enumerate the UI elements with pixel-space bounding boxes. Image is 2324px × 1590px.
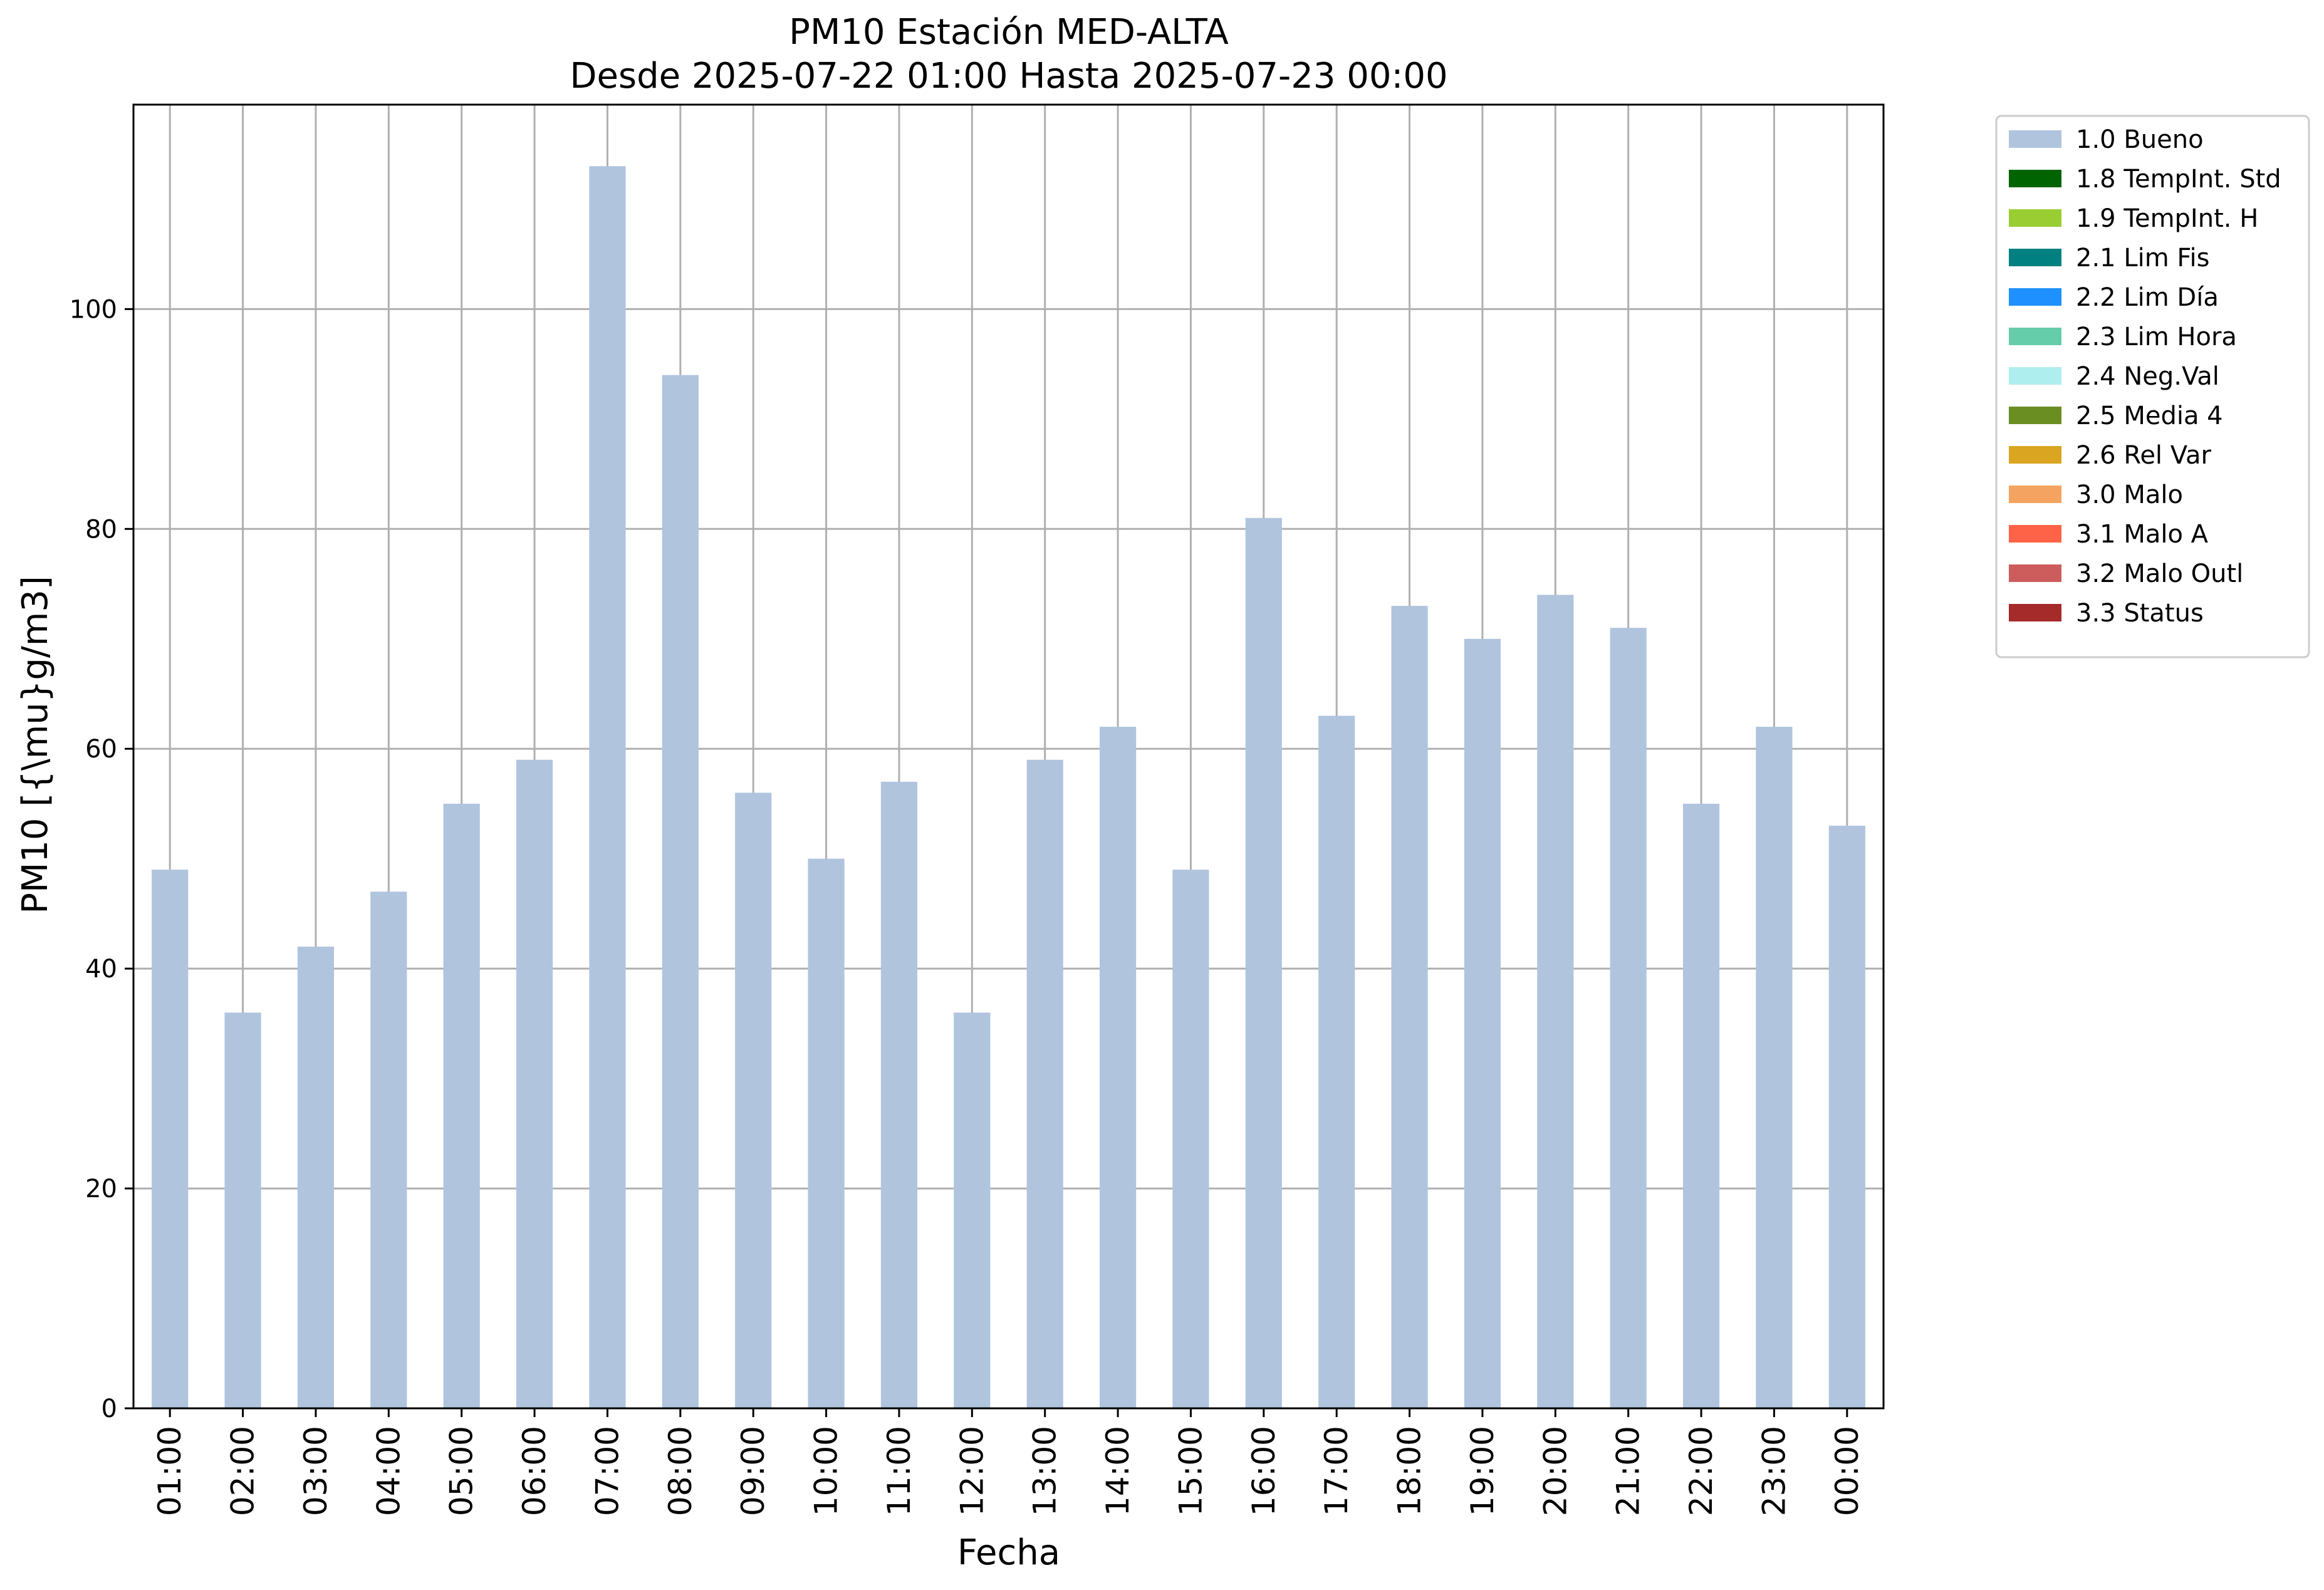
- bar: [1245, 517, 1282, 1408]
- legend-swatch: [2009, 328, 2061, 345]
- legend-swatch: [2009, 288, 2061, 306]
- legend-swatch: [2009, 249, 2061, 266]
- x-tick-label: 06:00: [516, 1426, 553, 1516]
- y-axis-label: PM10 [{\mu}g/m3]: [15, 576, 56, 914]
- x-tick-label: 19:00: [1464, 1426, 1501, 1516]
- legend-swatch: [2009, 604, 2061, 621]
- bar: [1318, 715, 1355, 1408]
- x-tick-label: 07:00: [589, 1426, 625, 1516]
- chart-title: PM10 Estación MED-ALTA: [789, 12, 1229, 53]
- bar: [297, 947, 335, 1408]
- x-tick-label: 16:00: [1246, 1426, 1282, 1516]
- bar: [1537, 595, 1574, 1408]
- x-tick-label: 04:00: [370, 1426, 407, 1516]
- bars: [152, 166, 1865, 1408]
- legend-label: 3.0 Malo: [2076, 481, 2183, 509]
- bar: [370, 891, 407, 1408]
- legend-label: 2.1 Lim Fis: [2076, 244, 2209, 273]
- bar: [808, 858, 845, 1408]
- legend-swatch: [2009, 564, 2061, 582]
- plot-frame: [132, 103, 1885, 1410]
- bar: [1099, 727, 1137, 1408]
- x-tick-label: 05:00: [444, 1426, 480, 1516]
- legend-swatch: [2009, 367, 2061, 385]
- bar: [1682, 803, 1720, 1408]
- x-tick-label: 20:00: [1537, 1426, 1573, 1516]
- x-ticks: 01:00 02:00 03:00 04:00 05:00 06:00 07:00 08:00…: [152, 1408, 1865, 1516]
- legend-label: 2.6 Rel Var: [2076, 441, 2212, 470]
- legend-label: 2.2 Lim Día: [2076, 283, 2219, 312]
- x-tick-label: 11:00: [881, 1426, 917, 1516]
- bar: [1828, 826, 1865, 1408]
- legend-swatch: [2009, 130, 2061, 148]
- x-tick-label: 23:00: [1756, 1426, 1792, 1516]
- legend-swatch: [2009, 446, 2061, 464]
- legend-label: 3.2 Malo Outl: [2076, 559, 2243, 588]
- y-ticks: 0 20 40 60 80 100: [70, 295, 133, 1423]
- legend-label: 2.5 Media 4: [2076, 402, 2223, 430]
- y-tick-label: 20: [85, 1175, 117, 1203]
- x-tick-label: 09:00: [735, 1426, 771, 1516]
- bar: [735, 792, 772, 1408]
- x-tick-label: 13:00: [1027, 1426, 1063, 1516]
- legend-swatch: [2009, 170, 2061, 187]
- legend: 1.0 Bueno 1.8 TempInt. Std 1.9 TempInt. H 2…: [1995, 115, 2310, 658]
- y-tick-label: 40: [85, 955, 117, 984]
- legend-swatch: [2009, 407, 2061, 424]
- x-tick-label: 22:00: [1683, 1426, 1719, 1516]
- x-tick-label: 03:00: [298, 1426, 334, 1516]
- legend-label: 1.9 TempInt. H: [2076, 204, 2258, 233]
- x-tick-label: 12:00: [954, 1426, 990, 1516]
- legend-label: 1.8 TempInt. Std: [2076, 165, 2281, 194]
- x-tick-label: 01:00: [152, 1426, 188, 1516]
- bar: [1464, 638, 1501, 1408]
- bar: [1026, 759, 1063, 1408]
- x-tick-label: 18:00: [1392, 1426, 1428, 1516]
- x-tick-label: 15:00: [1172, 1426, 1209, 1516]
- legend-label: 3.3 Status: [2076, 599, 2204, 628]
- bar: [954, 1012, 991, 1408]
- legend-label: 2.3 Lim Hora: [2076, 323, 2237, 351]
- bar: [224, 1012, 261, 1408]
- y-tick-label: 0: [102, 1395, 117, 1423]
- legend-swatch: [2009, 486, 2061, 503]
- bar: [1610, 628, 1647, 1408]
- bar: [662, 375, 699, 1408]
- x-tick-label: 10:00: [808, 1426, 845, 1516]
- y-tick-label: 60: [85, 735, 117, 764]
- axes: [132, 103, 1885, 1410]
- legend-label: 1.0 Bueno: [2076, 125, 2204, 154]
- x-tick-label: 02:00: [225, 1426, 261, 1516]
- legend-swatch: [2009, 209, 2061, 227]
- x-tick-label: 21:00: [1610, 1426, 1647, 1516]
- bar: [589, 166, 626, 1408]
- x-axis-label: Fecha: [957, 1532, 1060, 1573]
- legend-label: 2.4 Neg.Val: [2076, 362, 2219, 391]
- bar: [152, 870, 189, 1408]
- bar: [516, 759, 553, 1408]
- x-tick-label: 00:00: [1829, 1426, 1865, 1516]
- bar: [880, 781, 918, 1408]
- y-tick-label: 100: [70, 295, 117, 324]
- bar: [1172, 870, 1209, 1408]
- bar: [1756, 727, 1793, 1408]
- y-tick-label: 80: [85, 515, 117, 544]
- x-tick-label: 17:00: [1318, 1426, 1355, 1516]
- legend-swatch: [2009, 525, 2061, 543]
- x-tick-label: 08:00: [662, 1426, 699, 1516]
- x-tick-label: 14:00: [1100, 1426, 1136, 1516]
- bar: [443, 803, 480, 1408]
- legend-label: 3.1 Malo A: [2076, 520, 2209, 549]
- chart-subtitle: Desde 2025-07-22 01:00 Hasta 2025-07-23 …: [570, 56, 1447, 96]
- bar: [1391, 606, 1428, 1408]
- legend-box: [1995, 115, 2310, 658]
